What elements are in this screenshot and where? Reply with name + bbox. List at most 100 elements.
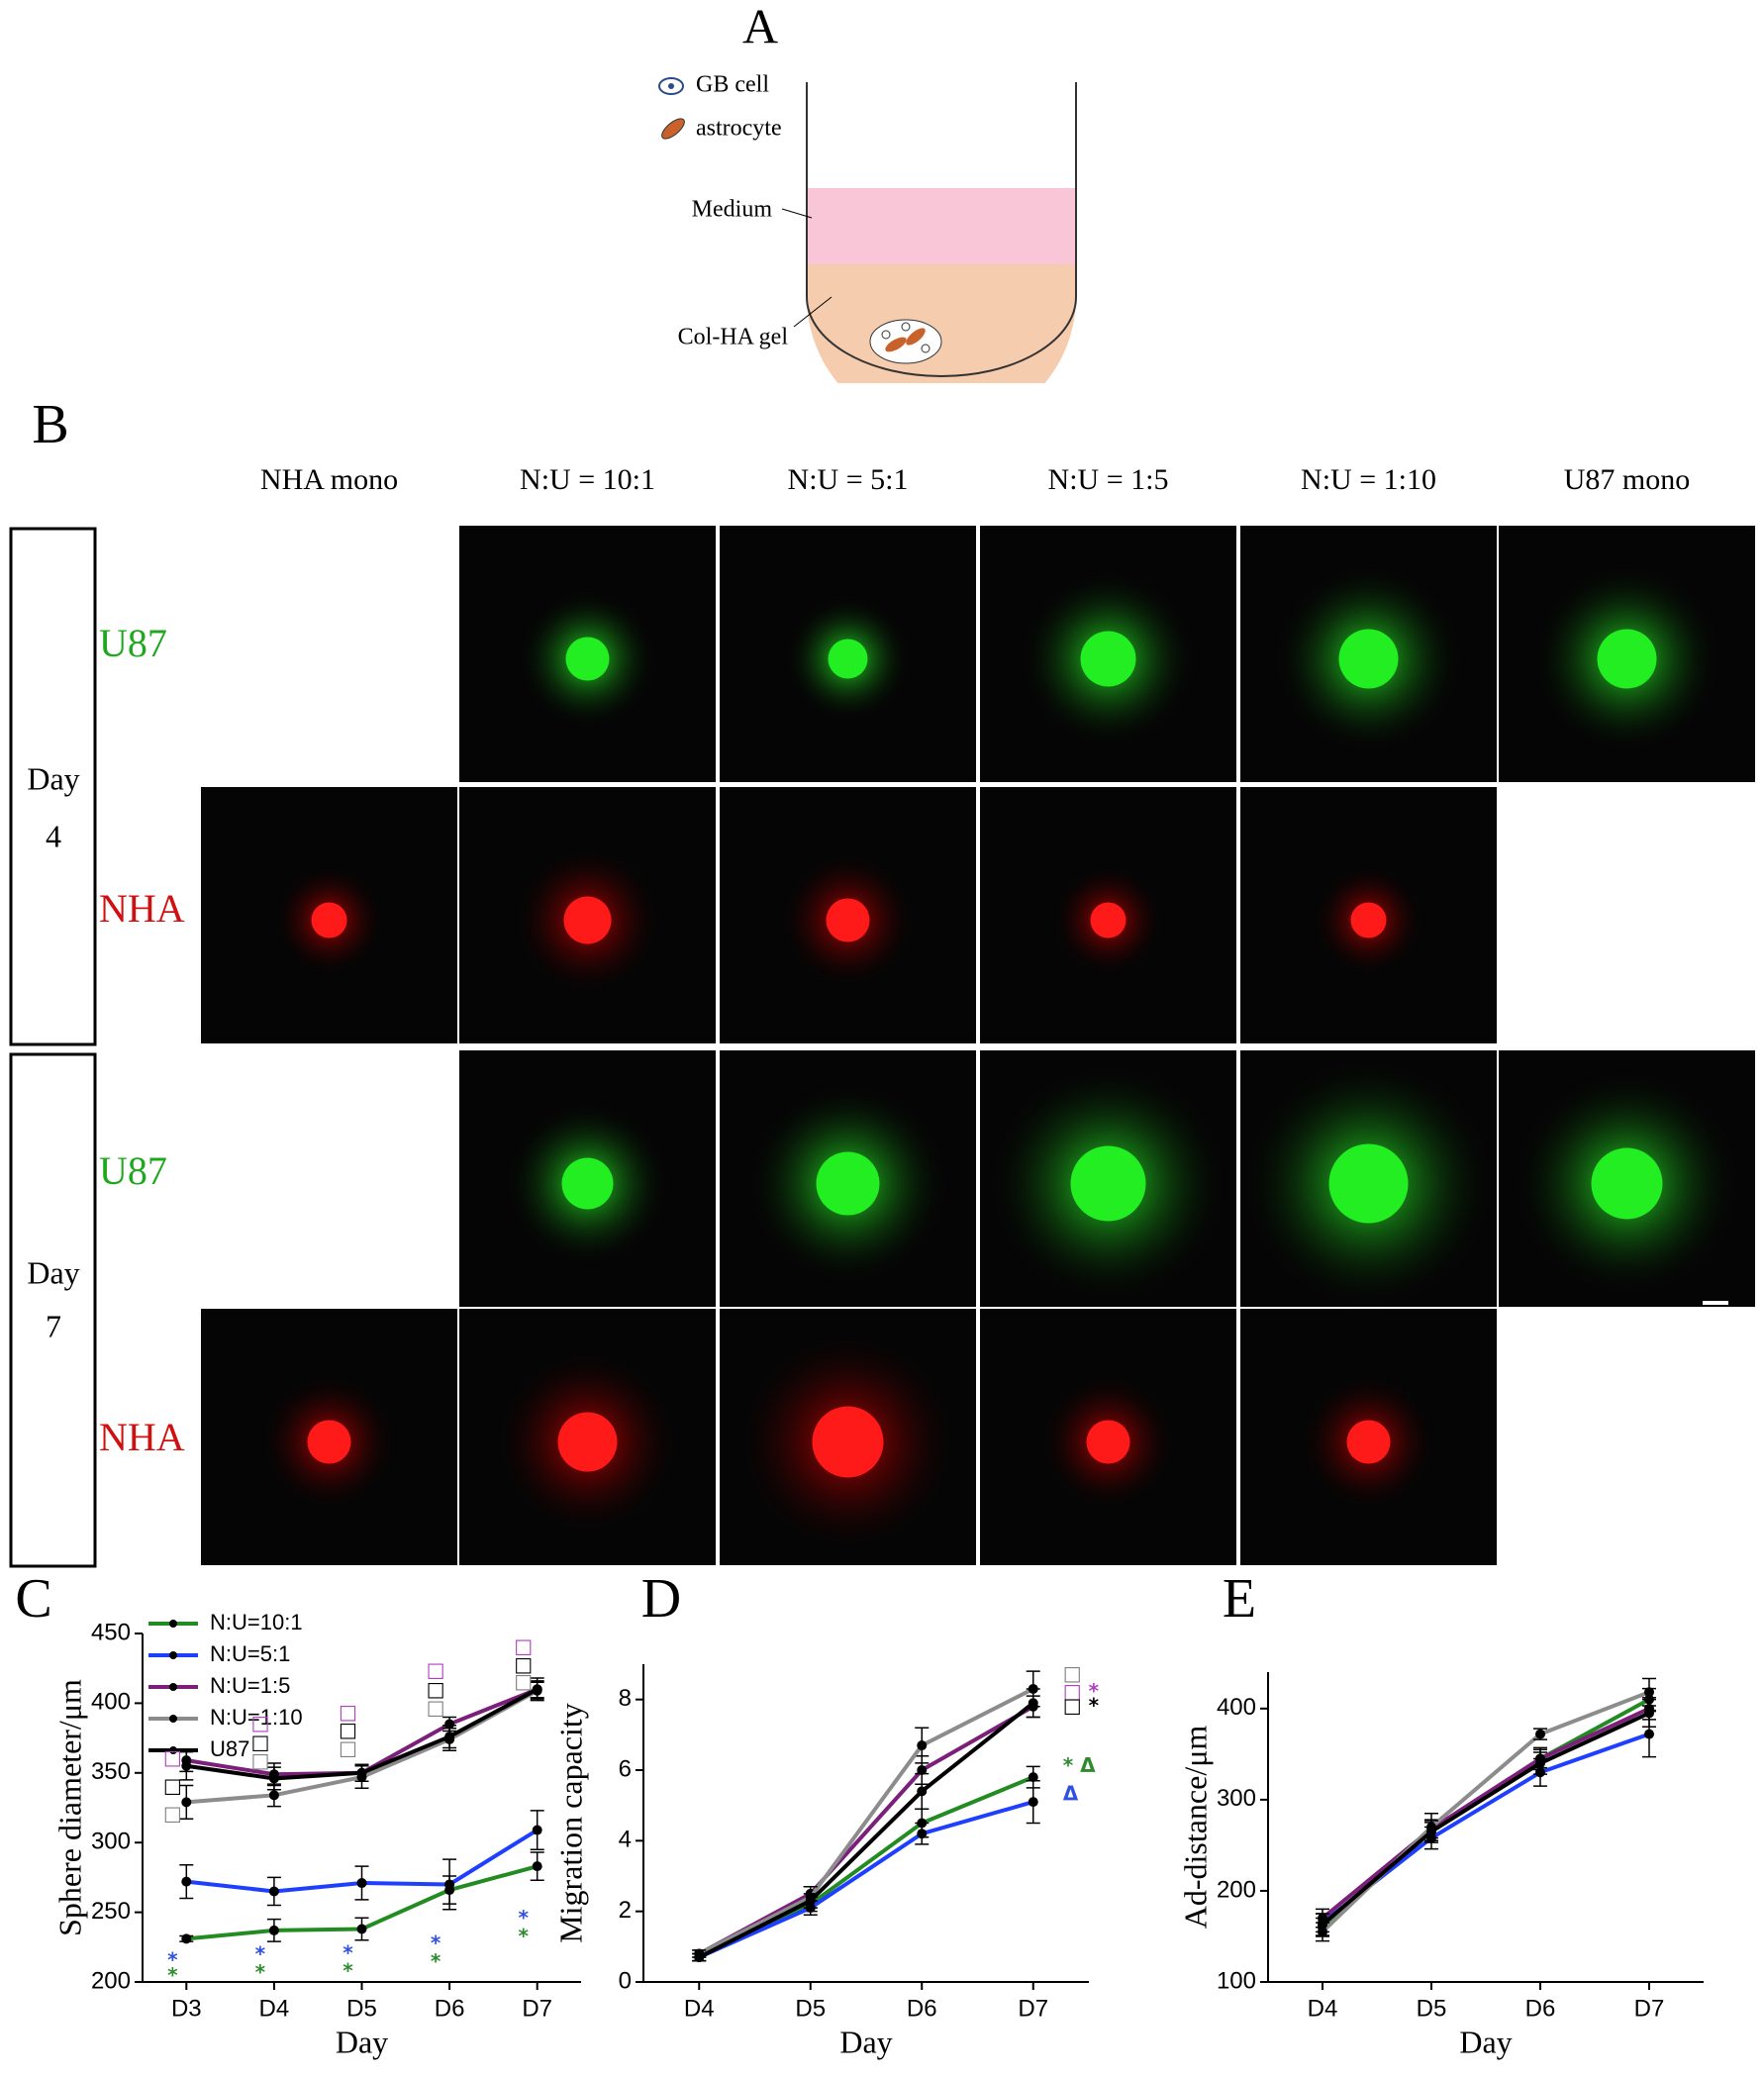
legend-label: astrocyte [696, 116, 782, 142]
y-tick-label: 300 [91, 1829, 131, 1855]
x-tick-label: D3 [171, 1995, 202, 2022]
legend-label: N:U=10:1 [210, 1610, 303, 1634]
series-line [1321, 1707, 1650, 1921]
point [917, 1740, 928, 1751]
micrograph [1499, 1050, 1755, 1307]
sphere [1328, 1143, 1409, 1224]
sphere [828, 639, 868, 679]
micrograph [1240, 787, 1497, 1043]
x-tick-label: D4 [259, 1995, 290, 2022]
point [444, 1719, 455, 1730]
micrograph [720, 1309, 976, 1565]
sphere [1591, 1147, 1663, 1220]
annotation: □ [1063, 1661, 1082, 1685]
sphere [565, 637, 610, 681]
annotation: □ [339, 1700, 357, 1724]
annotation: * [255, 1942, 266, 1966]
y-tick-label: 200 [91, 1967, 131, 1994]
annotation: □ * [1063, 1679, 1100, 1703]
annotation: * [431, 1930, 441, 1954]
arrow [793, 296, 833, 328]
sphere [561, 1157, 614, 1210]
annotation: * Δ [1063, 1753, 1096, 1777]
y-tick-label: 0 [619, 1967, 632, 1994]
column-title: N:U = 5:1 [788, 463, 909, 496]
y-axis-label: Migration capacity [552, 1703, 588, 1943]
micrograph [1499, 526, 1755, 782]
x-tick-label: D7 [522, 1995, 552, 2022]
annotation: □ [163, 1802, 182, 1826]
x-tick-label: D7 [1018, 1995, 1048, 2022]
point [444, 1879, 455, 1890]
column-title: U87 mono [1564, 463, 1691, 496]
point [917, 1786, 928, 1797]
panel-label: E [1223, 1568, 1256, 1630]
point [917, 1829, 928, 1839]
micrograph [980, 787, 1236, 1043]
sphere [307, 1420, 351, 1464]
annotation: * [518, 1924, 529, 1947]
panel-label: A [742, 0, 778, 53]
annotation: * [343, 1959, 353, 1983]
x-tick-label: D7 [1634, 1995, 1665, 2022]
annotation: □ [250, 1711, 269, 1734]
legend-marker [169, 1620, 177, 1628]
point [1028, 1698, 1038, 1709]
micrograph [459, 1050, 716, 1307]
annotation: □ [427, 1677, 445, 1701]
panel-label: C [15, 1568, 51, 1630]
point [356, 1767, 367, 1778]
legend-marker [169, 1683, 177, 1691]
x-tick-label: D5 [346, 1995, 377, 2022]
micrograph [1240, 1050, 1497, 1311]
y-tick-label: 2 [619, 1897, 632, 1924]
sphere [1346, 1420, 1391, 1464]
column-title: NHA mono [260, 463, 398, 496]
point [181, 1876, 192, 1887]
panel-label: D [641, 1568, 681, 1630]
series-line [185, 1687, 539, 1777]
row-label: NHA [99, 886, 185, 931]
panel-label: B [32, 394, 68, 455]
point [268, 1773, 279, 1784]
column-title: N:U = 1:5 [1048, 463, 1169, 496]
annotation: □ [250, 1748, 269, 1772]
micrograph [459, 526, 716, 782]
chart: E 100 200 300 400 D4 D5 D6 D7 Day Ad-distance/μm [1177, 1568, 1704, 2059]
legend-marker [169, 1746, 177, 1754]
y-tick-label: 100 [1217, 1967, 1256, 1994]
series-line [698, 1800, 1034, 1959]
y-tick-label: 400 [91, 1689, 131, 1716]
y-tick-label: 250 [91, 1898, 131, 1925]
annotation: * [431, 1949, 441, 1973]
point [532, 1684, 542, 1695]
annotation: □ [514, 1669, 533, 1693]
point [444, 1732, 455, 1742]
point [917, 1765, 928, 1775]
annotation: * [518, 1906, 529, 1930]
annotation: □ [427, 1696, 445, 1720]
column-title: N:U = 10:1 [520, 463, 655, 496]
point [268, 1790, 279, 1801]
micrograph [980, 526, 1236, 782]
sphere [557, 1412, 618, 1472]
point [1644, 1729, 1654, 1739]
y-tick-label: 8 [619, 1685, 632, 1712]
annotation: □ * [1063, 1693, 1100, 1717]
annotation: Medium [692, 197, 773, 223]
micrograph [459, 787, 716, 1043]
micrograph [201, 1309, 457, 1565]
day-number: 4 [46, 818, 61, 853]
annotation: □ [514, 1634, 533, 1658]
y-tick-label: 350 [91, 1758, 131, 1785]
point [805, 1895, 816, 1906]
y-axis-label: Sphere diameter/μm [51, 1679, 87, 1936]
sphere [311, 902, 347, 939]
point [356, 1924, 367, 1934]
x-tick-label: D4 [684, 1995, 715, 2022]
sphere [1350, 902, 1387, 939]
point [1644, 1708, 1654, 1719]
micrograph [201, 787, 457, 1043]
annotation: □ [163, 1745, 182, 1769]
micrograph [980, 1309, 1236, 1565]
